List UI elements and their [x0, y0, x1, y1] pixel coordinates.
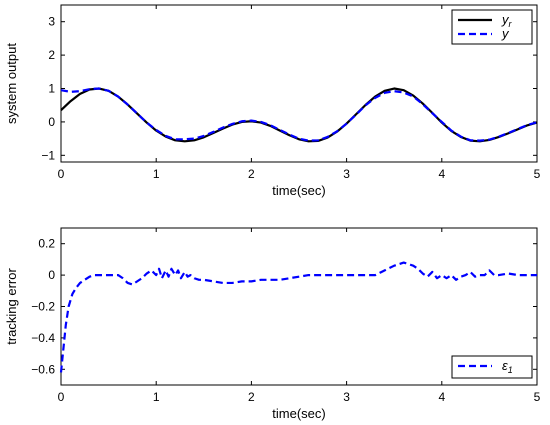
y-tick-label: 2 — [48, 48, 55, 62]
x-tick-label: 5 — [534, 167, 541, 181]
x-tick-label: 0 — [58, 390, 65, 404]
x-tick-label: 3 — [343, 167, 350, 181]
bottom-x-axis-label: time(sec) — [272, 406, 325, 421]
x-tick-label: 4 — [438, 167, 445, 181]
y-tick-label: 0 — [48, 115, 55, 129]
series-line — [60, 87, 538, 142]
series-line — [59, 261, 537, 373]
legend-box — [451, 9, 533, 45]
x-tick-label: 4 — [438, 390, 445, 404]
bottom-legend: ε1 — [451, 355, 533, 379]
bottom-axis-ticks: 0 1 2 3 4 5 −0.6 −0.4 −0.2 0 0.2 — [31, 228, 541, 404]
x-tick-label: 0 — [58, 167, 65, 181]
legend-subscript: r — [509, 19, 513, 29]
bottom-y-axis-label: tracking error — [4, 268, 19, 345]
y-tick-label: −0.4 — [31, 331, 55, 345]
y-tick-label: 1 — [48, 82, 55, 96]
y-tick-label: −0.6 — [31, 362, 55, 376]
bottom-subplot: 0 1 2 3 4 5 −0.6 −0.4 −0.2 0 0.2 time(sec) trackin… — [4, 227, 541, 421]
x-tick-label: 3 — [343, 390, 350, 404]
legend-label: ε1 — [502, 358, 513, 375]
y-tick-label: −1 — [41, 148, 55, 162]
legend-label: y — [501, 26, 510, 41]
y-tick-label: 0 — [48, 268, 55, 282]
x-tick-label: 2 — [248, 390, 255, 404]
top-series-group — [60, 87, 538, 143]
x-tick-label: 1 — [153, 390, 160, 404]
x-tick-label: 5 — [534, 390, 541, 404]
legend-label: yr — [501, 12, 513, 29]
y-tick-label: 0.2 — [38, 237, 55, 251]
bottom-series-group — [59, 261, 537, 373]
legend-subscript: 1 — [508, 365, 513, 375]
y-tick-label: 3 — [48, 15, 55, 29]
x-tick-label: 1 — [153, 167, 160, 181]
top-x-axis-label: time(sec) — [272, 183, 325, 198]
top-y-axis-label: system output — [4, 43, 19, 124]
top-legend: yry — [451, 9, 533, 45]
x-tick-label: 2 — [248, 167, 255, 181]
y-tick-label: −0.2 — [31, 300, 55, 314]
